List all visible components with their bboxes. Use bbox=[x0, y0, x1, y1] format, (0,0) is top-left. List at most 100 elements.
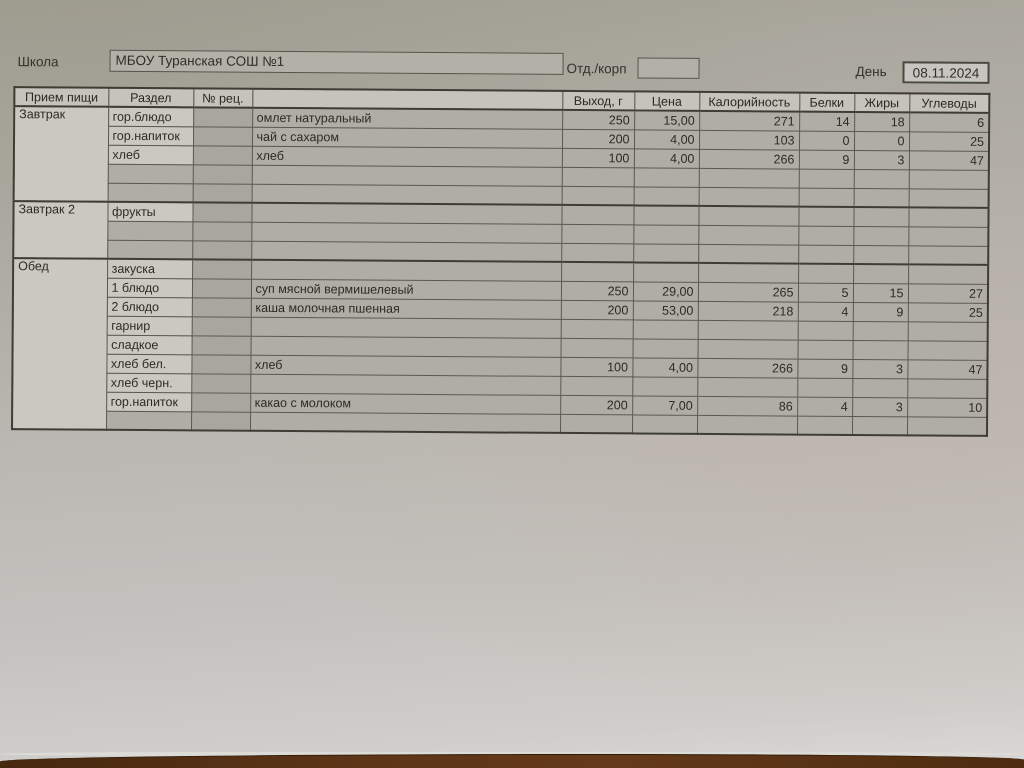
cell-fat: 3 bbox=[852, 358, 908, 379]
cell-calories: 266 bbox=[697, 357, 798, 378]
cell-output-grams bbox=[561, 261, 634, 282]
cell-dish-name: хлеб bbox=[250, 354, 561, 376]
wooden-table-strip bbox=[0, 754, 1024, 768]
cell-razdel: закуска bbox=[107, 258, 193, 279]
cell-razdel: 2 блюдо bbox=[106, 296, 192, 317]
cell-carbs bbox=[908, 169, 989, 189]
cell-dish-name: хлеб bbox=[251, 145, 562, 167]
cell-dish-name bbox=[250, 373, 561, 395]
cell-carbs bbox=[908, 264, 989, 284]
cell-carbs bbox=[906, 416, 988, 436]
cell-recipe-number bbox=[191, 278, 252, 298]
cell-dish-name bbox=[251, 164, 562, 186]
cell-protein: 4 bbox=[797, 396, 853, 416]
school-name-field: МБОУ Туранская СОШ №1 bbox=[109, 49, 564, 75]
cell-price bbox=[632, 338, 698, 358]
dept-field bbox=[637, 57, 700, 79]
school-label: Школа bbox=[17, 54, 59, 70]
cell-razdel: хлеб bbox=[107, 144, 193, 165]
cell-razdel bbox=[107, 182, 193, 203]
cell-recipe-number bbox=[192, 202, 252, 222]
cell-protein bbox=[797, 339, 853, 359]
dept-label: Отд./корп bbox=[566, 60, 627, 77]
cell-carbs bbox=[907, 340, 988, 360]
meal-cell: Завтрак bbox=[13, 106, 109, 202]
column-header: Прием пищи bbox=[14, 87, 109, 107]
cell-recipe-number bbox=[192, 164, 252, 184]
cell-protein bbox=[797, 377, 853, 397]
cell-razdel bbox=[107, 220, 193, 241]
cell-output-grams bbox=[560, 375, 633, 396]
cell-fat bbox=[853, 206, 909, 227]
cell-price: 4,00 bbox=[633, 129, 700, 149]
cell-carbs: 47 bbox=[908, 150, 989, 170]
cell-carbs: 6 bbox=[909, 112, 990, 132]
cell-output-grams: 250 bbox=[560, 280, 634, 301]
cell-calories bbox=[697, 319, 798, 340]
cell-output-grams: 200 bbox=[560, 299, 633, 320]
cell-price: 29,00 bbox=[632, 281, 699, 301]
cell-fat bbox=[853, 263, 909, 284]
cell-dish-name bbox=[251, 202, 562, 224]
menu-table: Прием пищи Раздел № рец. Выход, г Цена Калори… bbox=[10, 86, 991, 437]
cell-calories: 103 bbox=[698, 129, 800, 150]
cell-recipe-number bbox=[192, 259, 252, 279]
cell-price bbox=[633, 243, 699, 263]
cell-output-grams bbox=[559, 413, 633, 434]
cell-fat bbox=[853, 168, 909, 189]
cell-recipe-number bbox=[191, 316, 251, 336]
cell-fat bbox=[853, 244, 909, 265]
cell-carbs bbox=[907, 321, 988, 341]
cell-calories bbox=[698, 205, 799, 226]
cell-output-grams bbox=[561, 204, 634, 225]
cell-output-grams bbox=[561, 166, 634, 187]
cell-output-grams bbox=[561, 185, 634, 206]
cell-price: 4,00 bbox=[633, 148, 699, 168]
column-header: Калорийность bbox=[699, 91, 800, 112]
meal-cell: Завтрак 2 bbox=[13, 201, 108, 259]
cell-fat: 3 bbox=[852, 396, 908, 417]
cell-price bbox=[632, 376, 698, 396]
cell-fat bbox=[853, 225, 909, 246]
cell-price bbox=[633, 186, 699, 206]
cell-output-grams: 200 bbox=[560, 394, 633, 415]
cell-output-grams: 100 bbox=[561, 147, 634, 168]
date-field: 08.11.2024 bbox=[902, 61, 990, 84]
cell-fat: 9 bbox=[852, 301, 908, 322]
column-header: Раздел bbox=[108, 87, 194, 108]
cell-razdel: сладкое bbox=[106, 334, 192, 355]
cell-protein: 14 bbox=[799, 111, 855, 131]
cell-output-grams: 200 bbox=[561, 128, 635, 149]
cell-razdel bbox=[107, 163, 193, 184]
cell-calories bbox=[698, 167, 799, 188]
cell-price bbox=[631, 414, 698, 434]
day-label: День bbox=[855, 63, 887, 80]
cell-recipe-number bbox=[192, 145, 252, 165]
cell-output-grams: 100 bbox=[560, 356, 633, 377]
column-header: Выход, г bbox=[562, 90, 635, 111]
column-header: Цена bbox=[634, 91, 700, 111]
cell-razdel: хлеб бел. bbox=[106, 353, 192, 374]
cell-razdel: фрукты bbox=[107, 201, 193, 222]
cell-calories: 86 bbox=[697, 395, 798, 416]
cell-protein: 0 bbox=[798, 130, 855, 150]
cell-recipe-number bbox=[192, 183, 252, 203]
cell-output-grams bbox=[560, 337, 633, 358]
cell-recipe-number bbox=[191, 297, 251, 317]
cell-dish-name: какао с молоком bbox=[250, 392, 561, 414]
cell-calories bbox=[698, 262, 799, 283]
cell-recipe-number bbox=[191, 354, 251, 374]
cell-recipe-number bbox=[191, 373, 251, 393]
cell-fat: 0 bbox=[853, 130, 910, 151]
cell-carbs: 25 bbox=[908, 131, 990, 151]
cell-price bbox=[632, 319, 698, 339]
cell-protein bbox=[798, 187, 854, 207]
column-header bbox=[252, 88, 563, 110]
cell-protein bbox=[798, 263, 854, 283]
cell-dish-name bbox=[251, 240, 562, 262]
cell-dish-name bbox=[251, 221, 562, 243]
cell-calories bbox=[698, 224, 799, 245]
cell-fat bbox=[853, 187, 909, 208]
cell-protein bbox=[796, 415, 853, 435]
cell-calories bbox=[696, 414, 798, 435]
